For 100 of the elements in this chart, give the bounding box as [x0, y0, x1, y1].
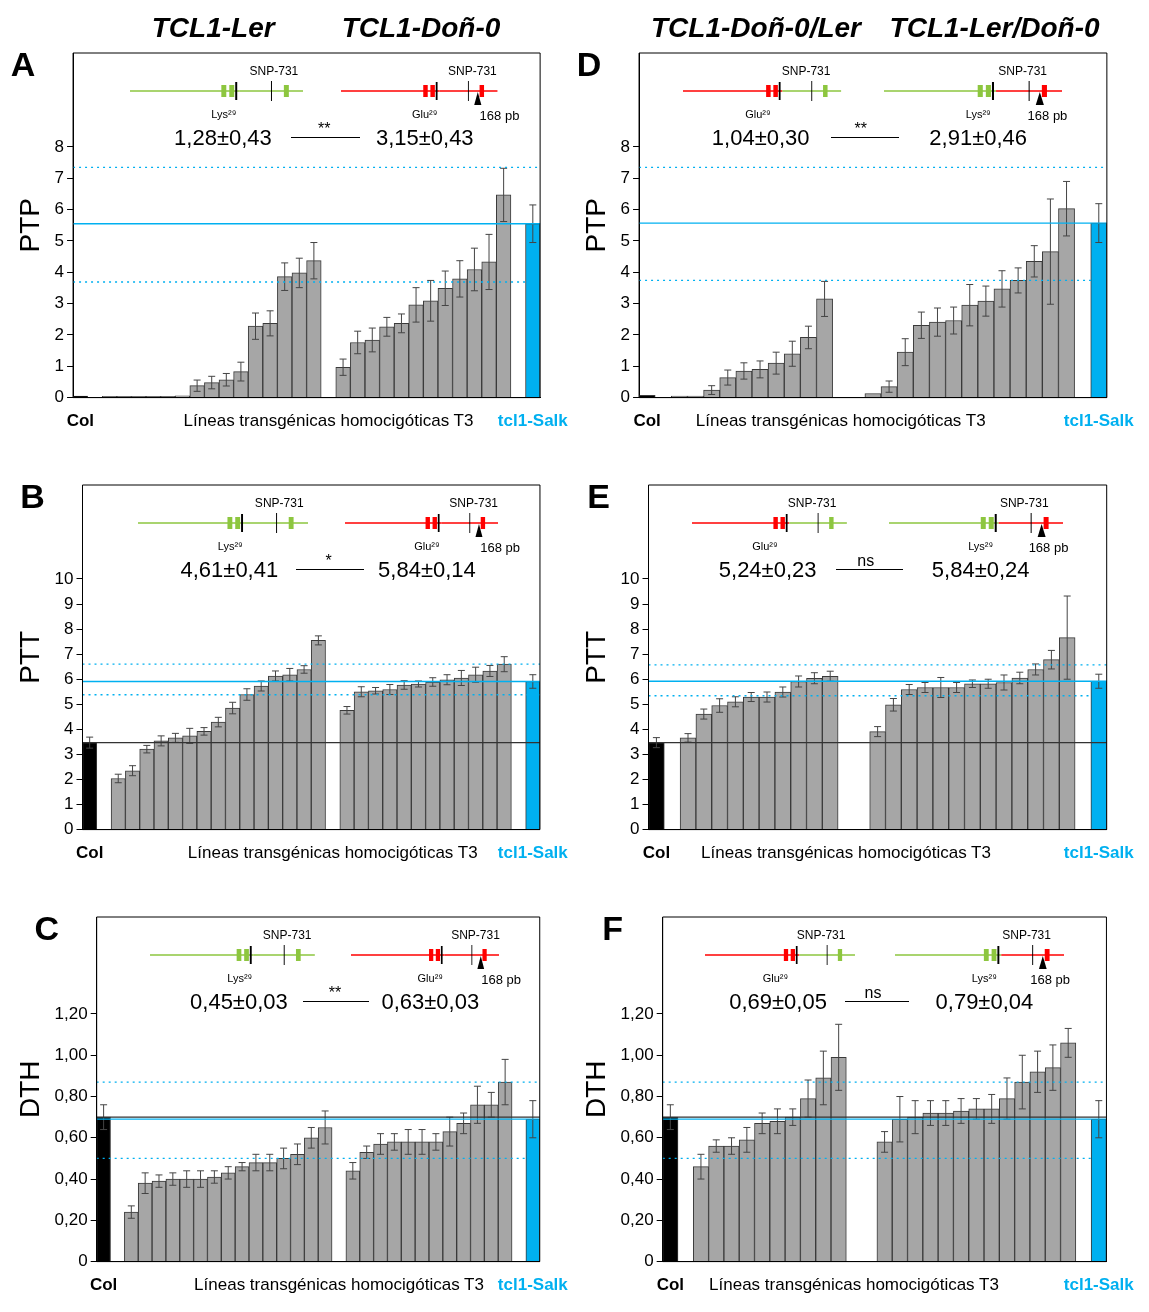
- annotation: SNP-731: [796, 928, 846, 943]
- x-tick-label: Col: [89, 1275, 118, 1295]
- y-tick-label: 0,20: [620, 1210, 654, 1230]
- y-tick-label: 4: [620, 261, 631, 281]
- y-tick-label: 8: [54, 136, 65, 156]
- annotation: 2,91±0,46: [929, 125, 1028, 151]
- y-axis-title: DTH: [579, 1060, 611, 1119]
- y-tick-label: 0,40: [620, 1168, 654, 1188]
- annotation: 0,69±0,05: [729, 989, 827, 1015]
- annotation: *: [325, 552, 332, 570]
- annotation: Lys²⁹: [971, 972, 997, 985]
- x-tick-label: Col: [66, 411, 95, 431]
- y-tick-label: 6: [64, 668, 74, 688]
- y-tick-label: 0,80: [54, 1086, 88, 1106]
- annotation: 5,24±0,23: [718, 557, 817, 583]
- annotation: Glu²⁹: [762, 972, 789, 985]
- y-tick-label: 10: [620, 568, 640, 588]
- y-tick-label: 0,20: [54, 1210, 88, 1230]
- y-tick-label: 0,80: [620, 1086, 654, 1106]
- annotation: SNP-731: [254, 496, 304, 511]
- y-tick-label: 2: [64, 769, 74, 789]
- y-tick-label: 0,60: [54, 1127, 88, 1147]
- annotation: 168 pb: [479, 107, 520, 123]
- annotation: 0,63±0,03: [381, 989, 480, 1015]
- annotation: Glu²⁹: [752, 540, 778, 553]
- x-tick-label: tcl1-Salk: [1063, 411, 1135, 431]
- y-tick-label: 2: [630, 769, 640, 789]
- text: TCL1-Doñ-0/Ler: [651, 11, 864, 43]
- y-tick-label: 1,20: [54, 1003, 88, 1023]
- annotation: SNP-731: [249, 64, 299, 79]
- y-tick-label: 4: [54, 261, 65, 281]
- y-tick-label: 1,00: [620, 1044, 654, 1064]
- y-tick-label: 6: [630, 668, 640, 688]
- x-tick-label: Líneas transgénicas homocigóticas T3: [701, 843, 991, 863]
- y-tick-label: 1: [620, 355, 631, 375]
- y-tick-label: 0: [54, 387, 65, 407]
- y-tick-label: 5: [630, 693, 640, 713]
- annotation: SNP-731: [448, 64, 498, 79]
- x-tick-label: Líneas transgénicas homocigóticas T3: [194, 1275, 484, 1295]
- y-tick-label: 8: [630, 618, 640, 638]
- chart-title: D: [576, 45, 602, 84]
- y-tick-label: 9: [64, 593, 74, 613]
- annotation: **: [854, 120, 868, 138]
- y-tick-label: 3: [64, 744, 74, 764]
- y-tick-label: 0,40: [54, 1168, 88, 1188]
- y-tick-label: 5: [620, 230, 631, 250]
- x-tick-label: Líneas transgénicas homocigóticas T3: [695, 411, 986, 431]
- y-tick-label: 7: [630, 643, 640, 663]
- chart-title: B: [20, 477, 45, 516]
- x-tick-label: Col: [75, 843, 104, 863]
- annotation: **: [318, 120, 331, 138]
- y-tick-label: 4: [64, 719, 74, 739]
- y-axis-title: DTH: [13, 1060, 45, 1119]
- text: TCL1-Doñ-0: [341, 11, 501, 43]
- y-tick-label: 7: [54, 168, 65, 187]
- annotation: ns: [857, 552, 875, 570]
- y-tick-label: 10: [54, 568, 74, 588]
- annotation: Glu²⁹: [417, 972, 444, 985]
- y-tick-label: 0: [78, 1251, 88, 1271]
- y-tick-label: 1: [64, 794, 74, 814]
- y-tick-label: 6: [620, 199, 631, 219]
- y-tick-label: 8: [620, 136, 631, 156]
- annotation: 168 pb: [1030, 971, 1070, 987]
- x-tick-label: Col: [633, 411, 661, 431]
- annotation: SNP-731: [262, 928, 312, 943]
- y-tick-label: 4: [630, 719, 640, 739]
- x-tick-label: Col: [656, 1275, 685, 1295]
- y-tick-label: 1,20: [620, 1003, 654, 1023]
- y-tick-label: 2: [620, 324, 631, 344]
- y-tick-label: 0: [644, 1251, 654, 1271]
- annotation: ns: [864, 984, 882, 1002]
- y-tick-label: 1: [54, 355, 65, 375]
- annotation: 4,61±0,41: [180, 557, 279, 583]
- x-tick-label: tcl1-Salk: [497, 1275, 569, 1295]
- chart-title: A: [10, 45, 36, 84]
- annotation: 0,79±0,04: [935, 989, 1034, 1015]
- annotation: 1,04±0,30: [711, 125, 810, 151]
- y-axis-title: PTP: [579, 198, 611, 253]
- y-tick-label: 0: [64, 819, 74, 839]
- annotation: SNP-731: [1002, 928, 1052, 943]
- y-axis-title: PTT: [579, 630, 611, 684]
- y-tick-label: 8: [64, 618, 74, 638]
- y-tick-label: 1,00: [54, 1044, 88, 1064]
- y-axis-title: PTT: [13, 630, 45, 684]
- annotation: SNP-731: [449, 496, 499, 511]
- annotation: 168 pb: [481, 971, 522, 987]
- chart-title: C: [34, 909, 59, 948]
- y-tick-label: 1: [630, 794, 640, 814]
- annotation: SNP-731: [451, 928, 501, 943]
- annotation: **: [328, 984, 342, 1002]
- x-tick-label: Líneas transgénicas homocigóticas T3: [187, 843, 478, 863]
- x-tick-label: Líneas transgénicas homocigóticas T3: [183, 411, 474, 431]
- y-tick-label: 2: [54, 324, 65, 344]
- chart-title: E: [587, 477, 610, 516]
- x-tick-label: Líneas transgénicas homocigóticas T3: [709, 1275, 999, 1295]
- annotation: Lys²⁹: [217, 540, 243, 553]
- annotation: SNP-731: [998, 64, 1048, 79]
- annotation: 3,15±0,43: [375, 125, 474, 151]
- annotation: SNP-731: [781, 64, 831, 79]
- annotation: Glu²⁹: [745, 108, 771, 121]
